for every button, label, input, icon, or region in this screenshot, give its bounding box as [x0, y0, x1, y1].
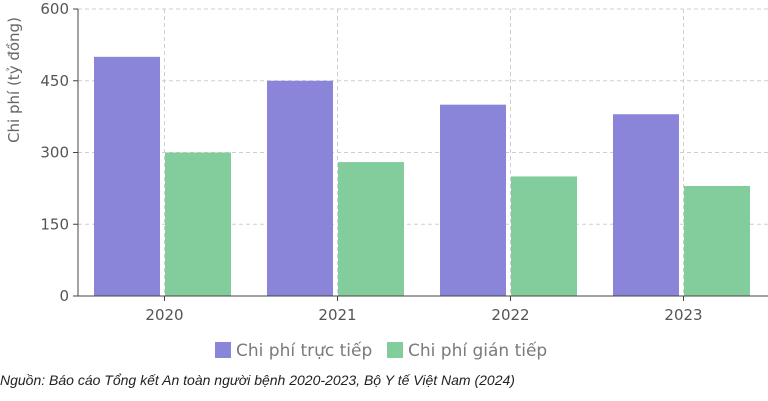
- bar-2022-series-2: [511, 176, 577, 296]
- bar-chart: 0 150 300 450 600 2020 2021 2022 2023 Chi phí (…: [5, 0, 768, 361]
- x-tick-labels: 2020 2021 2022 2023: [145, 296, 703, 324]
- y-tick-label: 150: [40, 215, 69, 233]
- bar-2021-series-2: [338, 162, 404, 296]
- y-axis-label: Chi phí (tỷ đồng): [5, 17, 23, 143]
- legend-label: Chi phí gián tiếp: [408, 340, 547, 361]
- source-note: Nguồn: Báo cáo Tổng kết An toàn người bệ…: [0, 372, 515, 388]
- legend-label: Chi phí trực tiếp: [236, 340, 372, 361]
- legend: Chi phí trực tiếp Chi phí gián tiếp: [215, 340, 547, 361]
- legend-swatch: [387, 342, 403, 358]
- legend-swatch: [215, 342, 231, 358]
- bar-2021-series-1: [267, 80, 333, 296]
- x-tick-label: 2021: [318, 306, 356, 324]
- y-tick-labels: 0 150 300 450 600: [40, 0, 78, 305]
- y-tick-label: 600: [40, 0, 69, 18]
- bar-2020-series-1: [94, 56, 160, 297]
- y-tick-label: 0: [59, 287, 69, 305]
- bar-2023-series-1: [613, 114, 679, 296]
- y-tick-label: 450: [40, 72, 69, 90]
- x-tick-label: 2020: [145, 306, 183, 324]
- bars: [94, 56, 750, 297]
- y-tick-label: 300: [40, 144, 69, 162]
- bar-2022-series-1: [440, 104, 506, 297]
- x-tick-label: 2023: [664, 306, 702, 324]
- bar-2020-series-2: [165, 152, 231, 296]
- x-tick-label: 2022: [491, 306, 529, 324]
- bar-2023-series-2: [684, 185, 750, 296]
